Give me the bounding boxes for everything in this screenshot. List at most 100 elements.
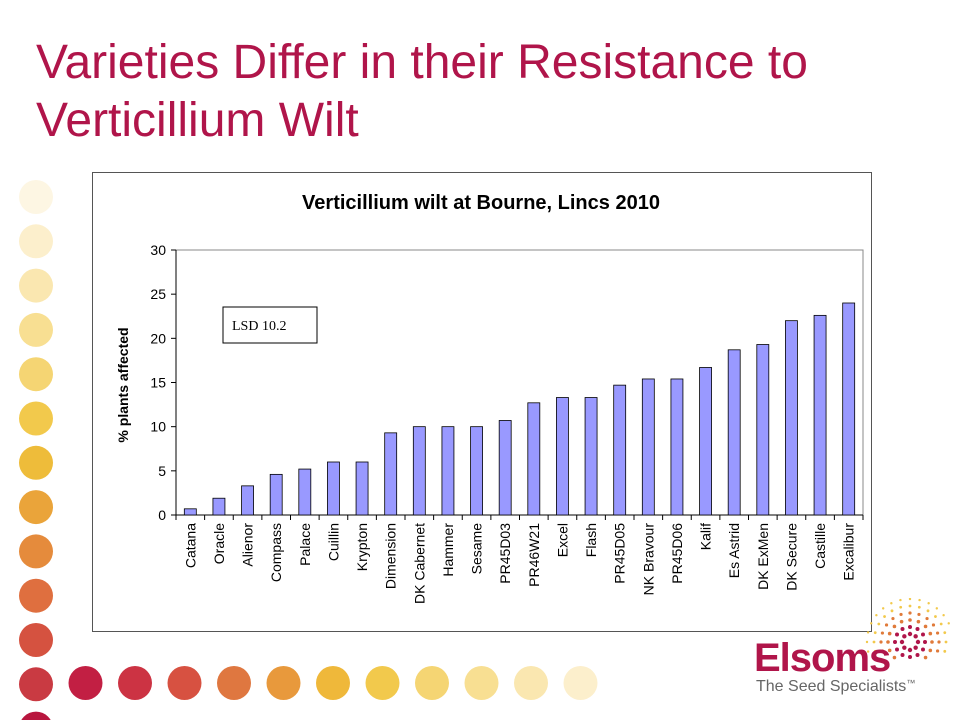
x-tick-label: PR45D06 bbox=[669, 523, 685, 584]
x-tick-label: Oracle bbox=[211, 523, 227, 564]
burst-dot bbox=[865, 640, 869, 644]
burst-dot bbox=[908, 618, 912, 622]
bar bbox=[785, 320, 798, 516]
decor-dot bbox=[464, 666, 499, 700]
burst-dot bbox=[934, 615, 937, 618]
bar bbox=[327, 461, 340, 516]
burst-dot bbox=[908, 625, 912, 629]
x-tick-label: NK Bravour bbox=[640, 523, 656, 596]
burst-dot bbox=[873, 631, 877, 635]
burst-dot bbox=[931, 623, 936, 627]
x-tick-label: DK ExMen bbox=[755, 523, 771, 590]
logo-trademark: ™ bbox=[906, 678, 916, 688]
burst-dot bbox=[935, 631, 940, 635]
x-tick-label: Castille bbox=[812, 523, 828, 569]
decor-dot bbox=[514, 666, 548, 700]
decor-dot bbox=[118, 666, 152, 700]
burst-dot bbox=[908, 655, 912, 659]
decor-dot bbox=[316, 666, 350, 700]
decor-dot bbox=[19, 401, 53, 436]
chart-title: Verticillium wilt at Bourne, Lincs 2010 bbox=[302, 192, 660, 214]
decor-dot bbox=[19, 445, 53, 480]
burst-dot bbox=[913, 634, 918, 639]
burst-dot bbox=[917, 612, 921, 617]
x-tick-label: Hammer bbox=[440, 523, 456, 577]
burst-dot bbox=[920, 647, 925, 652]
burst-dot bbox=[916, 619, 921, 624]
burst-dot bbox=[908, 611, 912, 615]
decor-dot bbox=[19, 180, 53, 214]
burst-dot bbox=[891, 616, 895, 621]
burst-dot bbox=[920, 632, 925, 637]
x-tick-label: DK Secure bbox=[783, 523, 799, 591]
burst-dot bbox=[879, 640, 883, 644]
bar bbox=[470, 426, 483, 516]
bar bbox=[699, 367, 712, 516]
bar bbox=[498, 420, 512, 516]
burst-dot bbox=[873, 649, 877, 653]
burst-dot bbox=[927, 602, 930, 605]
bar bbox=[441, 426, 455, 516]
burst-dot bbox=[907, 647, 913, 653]
bar bbox=[183, 508, 197, 516]
decor-dot bbox=[167, 666, 202, 700]
burst-dot bbox=[870, 622, 873, 625]
burst-dot bbox=[892, 624, 897, 629]
x-tick-label: Palace bbox=[297, 523, 313, 566]
y-tick-label: 5 bbox=[158, 463, 166, 479]
bar bbox=[842, 302, 856, 516]
bar bbox=[355, 461, 369, 516]
decor-dot bbox=[266, 666, 301, 700]
x-tick-label: Flash bbox=[583, 523, 599, 557]
x-tick-label: Alienor bbox=[240, 523, 256, 567]
burst-dot bbox=[915, 627, 920, 632]
x-tick-label: PR45D05 bbox=[612, 523, 628, 584]
x-tick-label: Dimension bbox=[383, 523, 399, 589]
burst-dot bbox=[872, 640, 876, 644]
burst-dot bbox=[918, 598, 921, 602]
decor-dot bbox=[68, 666, 103, 700]
x-tick-label: DK Cabernet bbox=[411, 523, 427, 604]
burst-dot bbox=[902, 645, 907, 650]
logo-tagline: The Seed Specialists bbox=[756, 678, 907, 695]
burst-dot bbox=[899, 612, 903, 617]
burst-dot bbox=[887, 648, 892, 653]
burst-dot bbox=[899, 639, 905, 645]
x-tick-label: Sesame bbox=[469, 523, 485, 575]
burst-dot bbox=[915, 639, 921, 645]
burst-dot bbox=[942, 613, 945, 617]
decor-dot bbox=[217, 666, 251, 700]
burst-dot bbox=[913, 645, 918, 650]
burst-dot bbox=[900, 627, 905, 632]
bar bbox=[756, 344, 770, 516]
bar bbox=[584, 397, 598, 516]
y-tick-label: 15 bbox=[150, 375, 166, 391]
elsoms-logo: Elsoms The Seed Specialists™ bbox=[740, 598, 950, 706]
plot-area bbox=[175, 249, 864, 516]
burst-dot bbox=[907, 631, 913, 637]
bar bbox=[384, 432, 398, 516]
bar bbox=[641, 378, 655, 516]
bar-chart: Verticillium wilt at Bourne, Lincs 2010 … bbox=[115, 192, 864, 604]
decor-dot bbox=[415, 666, 449, 700]
y-axis-label: % plants affected bbox=[115, 327, 131, 442]
decor-dot bbox=[19, 312, 53, 347]
burst-dot bbox=[887, 631, 892, 636]
burst-dot bbox=[915, 652, 920, 657]
bar bbox=[813, 314, 827, 516]
burst-dot bbox=[899, 619, 904, 624]
x-tick-label: Kalif bbox=[698, 523, 714, 550]
bar bbox=[556, 397, 569, 516]
burst-dot bbox=[880, 649, 885, 653]
decor-dot bbox=[19, 224, 53, 259]
x-tick-label: Compass bbox=[268, 523, 284, 582]
decor-dot bbox=[19, 578, 53, 613]
bar bbox=[727, 349, 741, 516]
bar bbox=[412, 426, 426, 516]
burst-dot bbox=[928, 631, 933, 636]
burst-dot bbox=[895, 632, 900, 637]
y-tick-label: 0 bbox=[158, 507, 166, 523]
y-tick-label: 30 bbox=[150, 242, 166, 258]
burst-dot bbox=[884, 623, 889, 627]
decor-dot bbox=[365, 666, 400, 700]
